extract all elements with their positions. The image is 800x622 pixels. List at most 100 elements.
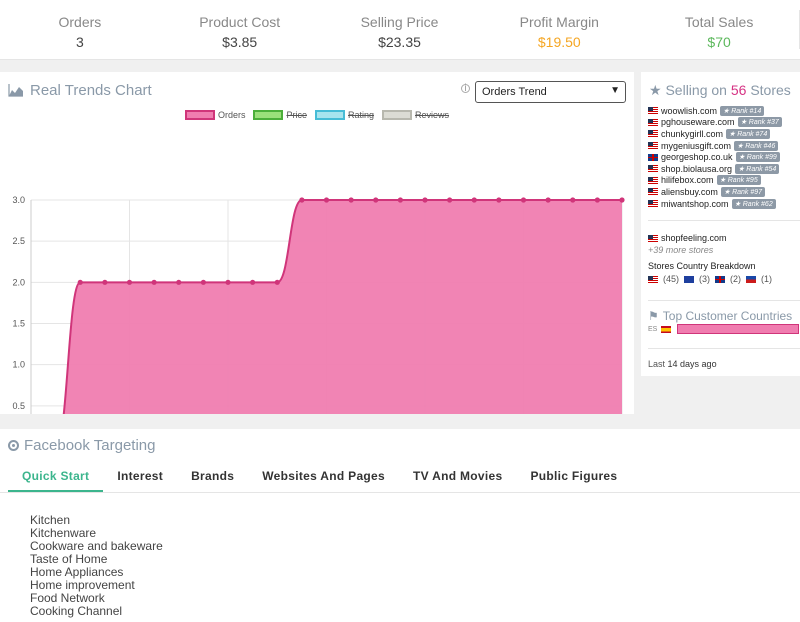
stat-value: $70 <box>707 34 731 50</box>
rank-badge: ★ Rank #74 <box>726 128 771 139</box>
interest-item: Taste of Home <box>30 552 108 566</box>
data-point <box>447 197 453 203</box>
store-row[interactable]: hilifebox.com ★ Rank #95 <box>648 175 782 187</box>
store-row[interactable]: georgeshop.co.uk ★ Rank #99 <box>648 151 782 163</box>
divider <box>798 10 800 49</box>
legend-label: Orders <box>217 110 246 120</box>
stat-value: $3.85 <box>222 34 258 50</box>
data-point <box>151 279 157 285</box>
store-row[interactable]: pghouseware.com ★ Rank #37 <box>648 117 782 129</box>
last-updated: Last 14 days ago <box>648 359 717 369</box>
us-flag-icon <box>648 165 658 173</box>
tab-quick-start[interactable]: Quick Start <box>8 462 104 492</box>
data-point <box>422 197 428 203</box>
stat-value: $19.50 <box>537 34 581 50</box>
flag-icon: ⚑ <box>648 309 659 323</box>
tab-interest[interactable]: Interest <box>117 469 164 483</box>
store-row[interactable]: chunkygirll.com ★ Rank #74 <box>648 128 782 140</box>
data-point <box>545 197 551 203</box>
eu-flag-icon <box>684 275 695 283</box>
y-tick-label: 1.0 <box>12 360 25 370</box>
stores-count: 56 <box>730 82 747 98</box>
tab-tv-and-movies[interactable]: TV And Movies <box>413 469 503 483</box>
interest-item: Home Appliances <box>30 565 124 579</box>
trend-select-value: Orders Trend <box>482 86 547 98</box>
store-row[interactable]: miwantshop.com ★ Rank #62 <box>648 198 782 210</box>
data-point <box>520 197 527 203</box>
legend-label: Rating <box>348 110 375 120</box>
interest-item: Cookware and bakeware <box>30 539 163 553</box>
stores-title: ★ Selling on 56 Stores <box>649 82 791 99</box>
chevron-down-icon: ▼ <box>610 85 620 96</box>
data-point <box>299 197 305 203</box>
interest-item: Food Network <box>30 591 105 605</box>
tab-websites-and-pages[interactable]: Websites And Pages <box>262 469 386 483</box>
store-name: aliensbuy.com <box>661 186 718 197</box>
area-chart-icon <box>8 84 23 97</box>
y-tick-label: 0.5 <box>12 401 25 411</box>
rank-badge: ★ Rank #54 <box>735 163 780 174</box>
data-point <box>471 197 477 203</box>
stat-label: Product Cost <box>199 14 281 30</box>
us-flag-icon <box>648 188 658 196</box>
interest-item: Home improvement <box>30 578 135 592</box>
rank-badge: ★ Rank #14 <box>720 105 765 116</box>
stat-product-cost: Product Cost $3.85 <box>160 0 320 59</box>
info-icon[interactable]: i <box>461 83 470 93</box>
us-flag-icon <box>648 200 658 208</box>
rank-badge: ★ Rank #37 <box>737 117 782 128</box>
trend-select[interactable]: Orders Trend ▼ <box>475 81 626 103</box>
data-point <box>126 279 133 285</box>
store-row[interactable]: mygeniusgift.com ★ Rank #46 <box>648 140 782 152</box>
data-point <box>496 197 502 203</box>
data-point <box>200 279 206 285</box>
rank-badge: ★ Rank #99 <box>735 152 780 163</box>
store-name: shopfeeling.com <box>661 233 727 243</box>
legend-item[interactable]: Orders <box>184 110 246 120</box>
store-row[interactable]: aliensbuy.com ★ Rank #97 <box>648 186 782 198</box>
stat-value: 3 <box>76 34 84 50</box>
legend-swatch <box>184 110 215 120</box>
store-name: woowlish.com <box>661 105 718 116</box>
legend-label: Price <box>286 110 307 120</box>
stat-label: Total Sales <box>684 14 754 30</box>
legend-swatch <box>382 110 413 120</box>
data-point <box>323 197 330 203</box>
target-icon <box>8 440 19 451</box>
top-countries-title-text: Top Customer Countries <box>662 309 793 323</box>
y-tick-label: 1.5 <box>12 319 25 329</box>
top-country-row: ES <box>648 324 800 334</box>
y-tick-label: 2.5 <box>12 236 25 246</box>
stat-profit-margin: Profit Margin $19.50 <box>479 0 639 59</box>
chart-legend: Orders Price Rating Reviews <box>0 110 634 120</box>
store-name: georgeshop.co.uk <box>661 152 733 163</box>
stat-label: Selling Price <box>360 14 439 30</box>
ph-flag-icon <box>746 275 757 283</box>
y-tick-label: 2.0 <box>12 277 25 287</box>
us-flag-icon <box>648 130 658 138</box>
top-countries-title: ⚑ Top Customer Countries <box>648 309 792 323</box>
store-row[interactable]: shopfeeling.com <box>648 233 727 243</box>
legend-item[interactable]: Reviews <box>382 110 449 120</box>
country-count: (1) <box>761 274 773 284</box>
last-value: 14 days ago <box>667 359 717 369</box>
legend-label: Reviews <box>415 110 450 120</box>
legend-swatch <box>315 110 345 120</box>
series-area <box>63 200 622 414</box>
tab-brands[interactable]: Brands <box>191 469 235 483</box>
data-point <box>397 197 403 203</box>
store-row[interactable]: woowlish.com ★ Rank #14 <box>648 105 782 117</box>
legend-item[interactable]: Rating <box>315 110 374 120</box>
data-point <box>274 279 280 285</box>
tab-public-figures[interactable]: Public Figures <box>530 469 618 483</box>
interest-item: Kitchen <box>30 513 71 527</box>
store-name: hilifebox.com <box>661 175 714 186</box>
legend-item[interactable]: Price <box>253 110 307 120</box>
star-icon: ★ <box>649 82 662 98</box>
more-stores-link[interactable]: +39 more stores <box>648 245 714 255</box>
store-name: pghouseware.com <box>661 117 735 128</box>
data-point <box>176 279 182 285</box>
store-row[interactable]: shop.biolausa.org ★ Rank #54 <box>648 163 782 175</box>
data-point <box>77 279 83 285</box>
stores-panel: ★ Selling on 56 Stores woowlish.com ★ Ran… <box>641 72 800 376</box>
